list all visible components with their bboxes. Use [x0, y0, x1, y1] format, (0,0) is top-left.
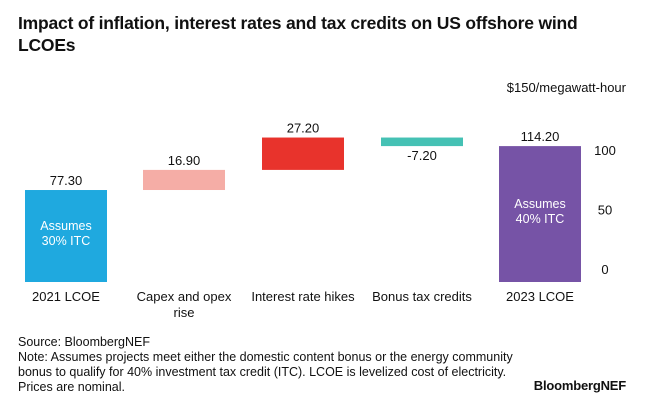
inner-label-2023-lcoe: Assumes [514, 197, 565, 211]
note-text: Note: Assumes projects meet either the d… [18, 350, 513, 394]
inner-label-2023-lcoe: 40% ITC [516, 212, 565, 226]
bar-capex-and-opex-rise [143, 169, 225, 191]
y-axis-unit-label: $150/megawatt-hour [506, 80, 626, 95]
bar-interest-rate-hikes [262, 137, 344, 170]
value-label-capex-and-opex-rise: 16.90 [168, 153, 201, 168]
category-label-capex-and-opex-rise: rise [174, 305, 195, 320]
inner-label-2021-lcoe: 30% ITC [42, 234, 91, 248]
brand-logo: BloombergNEF [533, 378, 626, 393]
source-text: Source: BloombergNEF [18, 335, 151, 349]
category-label-capex-and-opex-rise: Capex and opex [137, 289, 232, 304]
bar-bonus-tax-credits [381, 137, 463, 147]
value-label-interest-rate-hikes: 27.20 [287, 121, 320, 136]
y-tick-label-50: 50 [598, 203, 612, 218]
category-label-interest-rate-hikes: Interest rate hikes [251, 289, 355, 304]
category-label-2023-lcoe: 2023 LCOE [506, 289, 574, 304]
y-tick-label-100: 100 [594, 143, 616, 158]
inner-label-2021-lcoe: Assumes [40, 219, 91, 233]
bar-2023-lcoe [499, 146, 581, 282]
bar-2021-lcoe [25, 190, 107, 282]
value-label-bonus-tax-credits: -7.20 [407, 148, 437, 163]
value-label-2021-lcoe: 77.30 [50, 173, 83, 188]
category-label-2021-lcoe: 2021 LCOE [32, 289, 100, 304]
chart-title: Impact of inflation, interest rates and … [18, 13, 578, 55]
y-tick-label-0: 0 [601, 262, 608, 277]
category-label-bonus-tax-credits: Bonus tax credits [372, 289, 472, 304]
value-label-2023-lcoe: 114.20 [521, 129, 560, 144]
